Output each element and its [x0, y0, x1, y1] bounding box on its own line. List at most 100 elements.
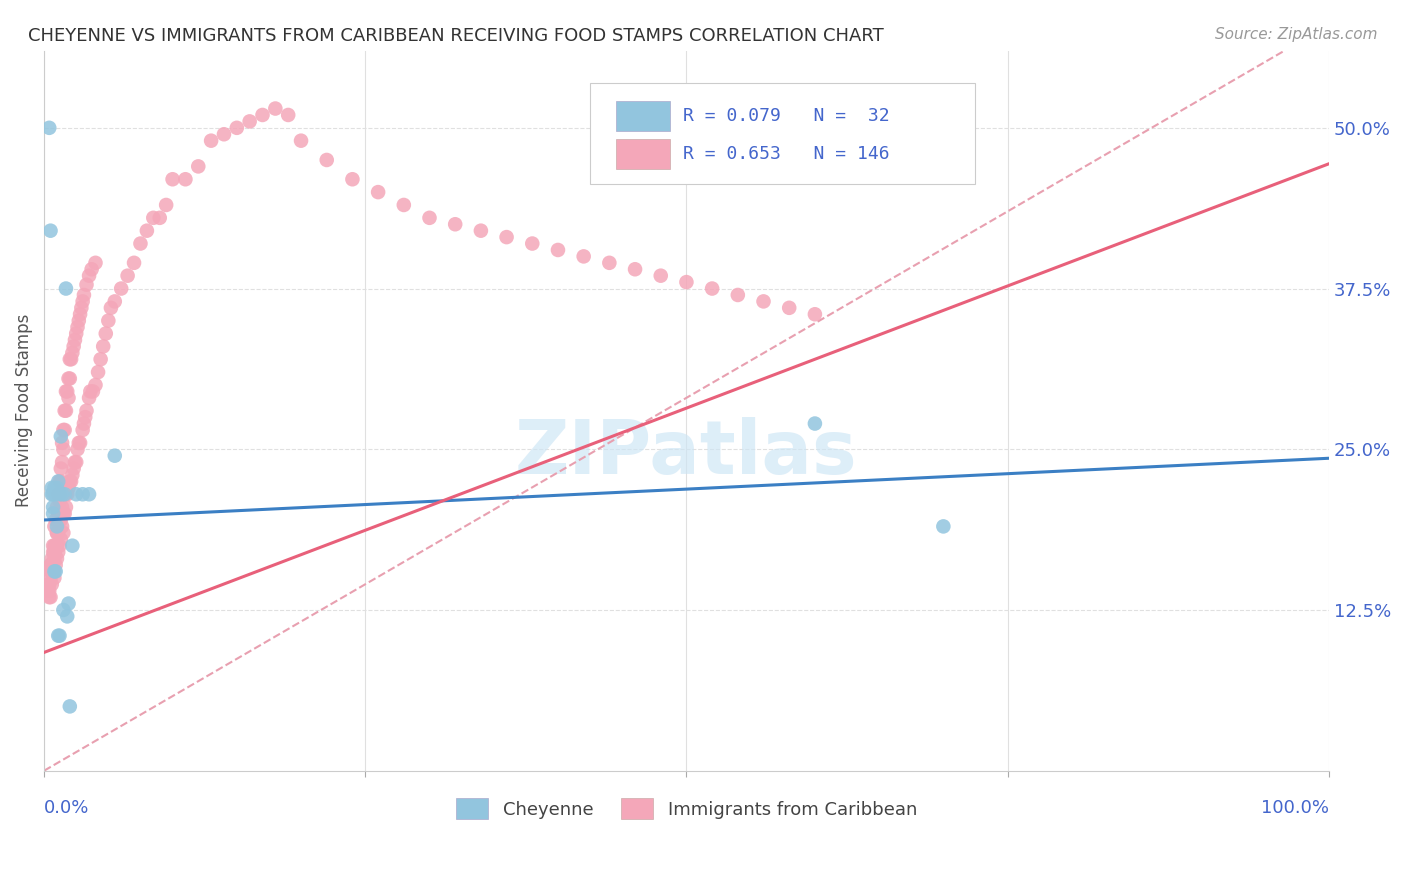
Point — [38, 590, 60, 604]
Point — [72, 487, 94, 501]
Point — [315, 153, 337, 167]
Point — [56, 384, 79, 399]
Point — [45, 513, 67, 527]
Point — [59, 475, 82, 489]
Point — [67, 314, 90, 328]
Point — [65, 326, 87, 341]
Point — [418, 211, 440, 225]
Point — [97, 314, 120, 328]
Point — [76, 403, 98, 417]
Point — [51, 487, 73, 501]
Point — [41, 565, 63, 579]
Point — [39, 558, 62, 572]
Point — [495, 230, 517, 244]
Point — [52, 423, 75, 437]
Point — [142, 211, 165, 225]
Point — [46, 629, 69, 643]
Point — [69, 307, 91, 321]
Point — [84, 378, 107, 392]
Point — [46, 500, 69, 515]
Point — [104, 449, 127, 463]
Point — [49, 429, 72, 443]
Point — [752, 294, 775, 309]
Point — [66, 442, 89, 457]
Point — [52, 507, 75, 521]
Point — [149, 211, 172, 225]
Point — [48, 493, 70, 508]
Point — [42, 565, 65, 579]
Text: 0.0%: 0.0% — [44, 799, 90, 817]
Point — [42, 539, 65, 553]
Point — [45, 539, 67, 553]
Point — [53, 487, 76, 501]
Point — [51, 500, 73, 515]
Point — [727, 288, 749, 302]
Y-axis label: Receiving Food Stamps: Receiving Food Stamps — [15, 314, 32, 508]
Point — [598, 256, 620, 270]
Point — [135, 224, 157, 238]
Point — [46, 487, 69, 501]
Point — [38, 583, 60, 598]
Point — [46, 551, 69, 566]
Point — [49, 461, 72, 475]
Point — [49, 533, 72, 547]
Point — [212, 128, 235, 142]
Text: 100.0%: 100.0% — [1261, 799, 1329, 817]
Point — [55, 403, 77, 417]
Point — [59, 352, 82, 367]
Point — [252, 108, 274, 122]
Point — [72, 423, 94, 437]
Point — [44, 519, 66, 533]
Point — [44, 545, 66, 559]
Point — [52, 603, 75, 617]
Point — [46, 481, 69, 495]
Point — [80, 262, 103, 277]
Point — [55, 500, 77, 515]
Point — [41, 577, 63, 591]
Point — [572, 249, 595, 263]
Point — [46, 525, 69, 540]
Point — [44, 481, 66, 495]
Point — [547, 243, 569, 257]
Point — [51, 455, 73, 469]
Point — [49, 513, 72, 527]
Point — [804, 307, 827, 321]
Point — [39, 565, 62, 579]
Point — [52, 525, 75, 540]
Point — [91, 339, 114, 353]
Point — [77, 487, 100, 501]
Point — [59, 699, 82, 714]
Point — [58, 481, 80, 495]
Point — [60, 539, 83, 553]
Point — [44, 565, 66, 579]
Point — [155, 198, 177, 212]
Point — [84, 256, 107, 270]
Point — [46, 545, 69, 559]
Point — [277, 108, 299, 122]
Point — [104, 294, 127, 309]
Point — [46, 525, 69, 540]
Point — [58, 371, 80, 385]
Point — [56, 609, 79, 624]
Point — [39, 224, 62, 238]
Point — [37, 583, 59, 598]
Point — [675, 275, 697, 289]
Point — [69, 435, 91, 450]
Point — [290, 134, 312, 148]
Point — [62, 461, 84, 475]
Point — [46, 525, 69, 540]
Point — [45, 487, 67, 501]
Point — [51, 435, 73, 450]
Point — [60, 352, 83, 367]
Point — [264, 102, 287, 116]
Legend: Cheyenne, Immigrants from Caribbean: Cheyenne, Immigrants from Caribbean — [449, 791, 924, 827]
Point — [53, 403, 76, 417]
Point — [342, 172, 364, 186]
Point — [60, 467, 83, 482]
Point — [73, 417, 96, 431]
Point — [63, 333, 86, 347]
Point — [76, 277, 98, 292]
Point — [129, 236, 152, 251]
Point — [82, 384, 104, 399]
Point — [48, 475, 70, 489]
